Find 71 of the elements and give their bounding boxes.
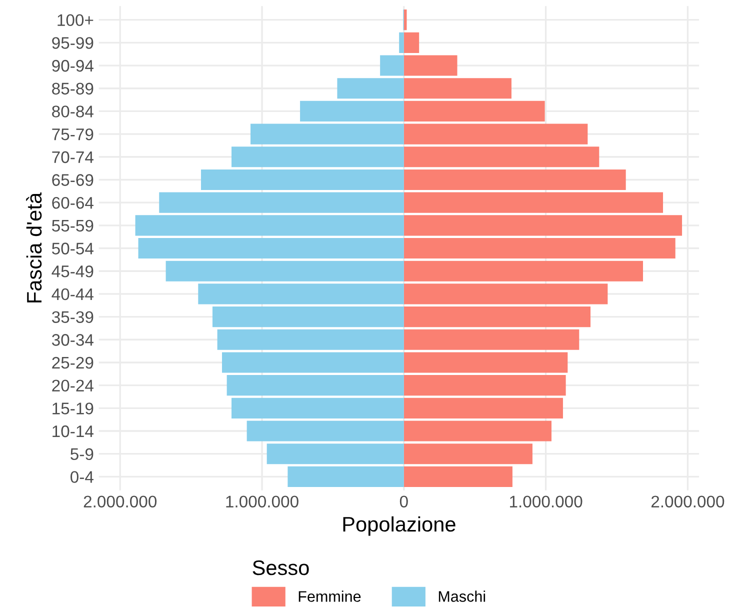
bar [404,55,458,76]
bar [404,100,545,122]
bar [404,375,566,396]
bar [337,78,404,99]
bar [404,78,512,99]
bar [266,444,404,464]
bar [404,238,676,259]
bar [404,329,580,350]
y-tick-label: 15-19 [52,402,94,414]
y-tick-label: 50-54 [52,242,94,254]
bar [404,124,588,144]
y-tick-label: 85-89 [52,82,94,95]
bar [198,284,404,304]
x-tick-label: 2.000.000 [84,496,157,508]
bar [404,192,664,213]
bar [404,146,600,168]
bar [226,375,404,396]
bar [212,306,404,328]
bar [246,420,404,442]
bar [166,260,404,282]
x-tick-label: 0 [400,496,408,508]
legend-label: Maschi [438,590,486,602]
y-tick-label: 75-79 [52,128,94,140]
bar [159,192,404,213]
bar [404,215,682,236]
bar [404,444,532,464]
bar [404,169,626,190]
legend-label: Femmine [298,590,361,602]
bar [404,352,568,373]
bar [404,398,563,418]
bar [231,146,404,168]
bar [404,466,512,487]
y-tick-label: 55-59 [52,220,94,232]
y-tick-label: 10-14 [52,425,94,438]
x-tick-label: 1.000.000 [510,496,582,508]
bar [399,32,404,53]
y-axis-title: Fascia d'età [26,192,42,302]
y-tick-label: 45-49 [52,266,94,278]
y-tick-label: 35-39 [52,311,94,323]
bar [135,215,404,236]
bar [217,329,404,350]
bar [200,169,404,190]
y-tick-label: 5-9 [70,448,94,460]
bar [231,398,404,418]
bar [250,124,404,144]
bar [288,466,404,487]
y-tick-label: 0-4 [70,471,94,483]
y-tick-label: 60-64 [52,196,94,209]
y-tick-label: 90-94 [52,60,94,72]
y-tick-label: 65-69 [52,174,94,186]
bar [380,55,404,76]
y-tick-label: 40-44 [52,288,94,300]
x-tick-label: 2.000.000 [651,496,724,508]
bar [404,260,644,282]
bar [404,32,420,53]
y-tick-label: 25-29 [52,356,94,369]
y-tick-label: 80-84 [52,106,94,118]
legend-title: Sesso [252,560,309,576]
bar [138,238,404,259]
y-tick-label: 70-74 [52,151,94,164]
bar [222,352,404,373]
bar [404,420,552,442]
y-tick-label: 100+ [58,14,94,26]
x-tick-label: 1.000.000 [226,496,298,508]
y-tick-label: 95-99 [52,37,94,49]
y-tick-label: 20-24 [52,380,94,392]
bar [300,100,404,122]
bar [404,306,591,328]
x-axis-title: Popolazione [343,516,456,536]
y-tick-label: 30-34 [52,334,94,346]
bar [404,284,608,304]
